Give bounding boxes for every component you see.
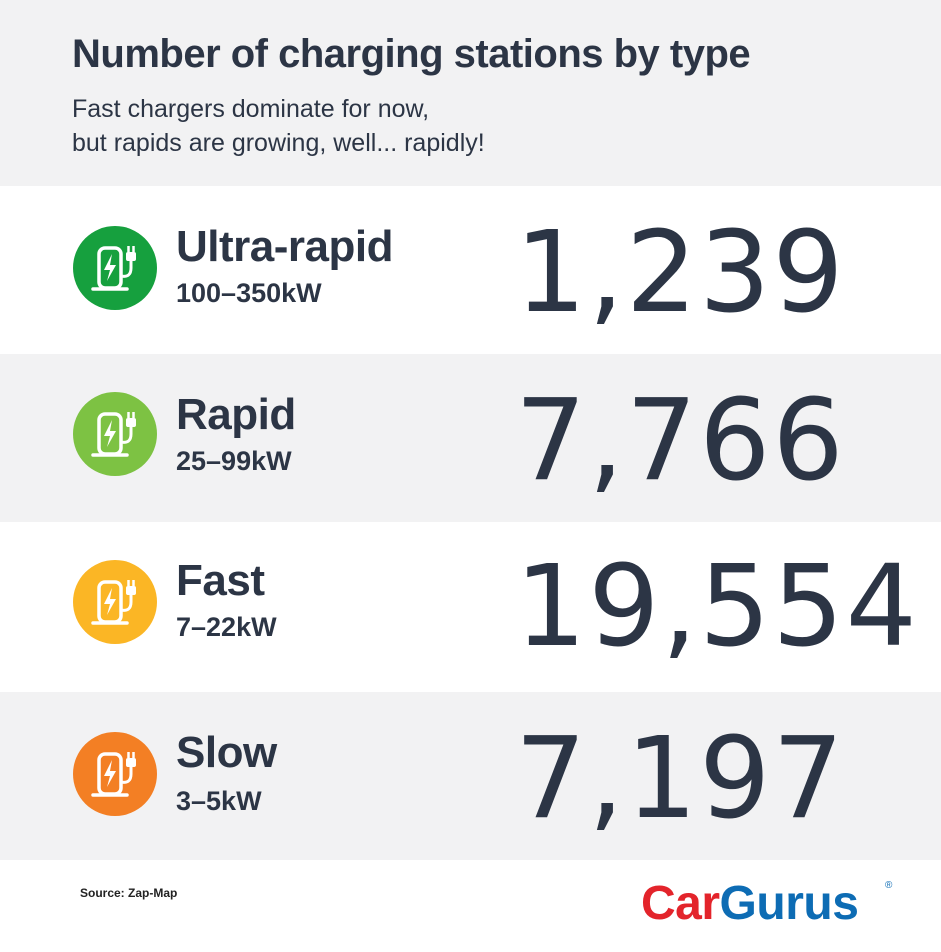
type-power: 25–99kW	[176, 446, 292, 476]
type-name: Ultra-rapid	[176, 222, 393, 271]
row-fast: Fast 7–22kW 19,554	[0, 522, 941, 690]
type-power: 3–5kW	[176, 786, 262, 816]
logo-gurus-text: Gurus	[719, 877, 859, 930]
charger-cable	[119, 764, 133, 784]
charger-plug	[126, 252, 136, 261]
logo-wordmark: CarGurus	[641, 876, 859, 931]
type-name: Fast	[176, 556, 265, 605]
bolt-shape	[104, 760, 116, 787]
ev-charger-icon	[73, 732, 157, 816]
chart-title: Number of charging stations by type	[72, 32, 751, 76]
charger-cable	[119, 592, 133, 612]
bolt-shape	[104, 420, 116, 447]
charger-plug	[126, 586, 136, 595]
count-value: 1,239	[515, 208, 846, 338]
ev-charger-icon	[73, 392, 157, 476]
charger-plug	[126, 758, 136, 767]
ev-charger-icon	[73, 560, 157, 644]
logo-car-text: Car	[641, 877, 720, 930]
type-name: Slow	[176, 728, 277, 777]
header-band: Number of charging stations by type Fast…	[0, 0, 941, 186]
count-value: 7,766	[515, 376, 846, 506]
bolt-shape	[104, 588, 116, 615]
chart-subtitle: Fast chargers dominate for now, but rapi…	[72, 92, 485, 160]
cargurus-logo: CarGurus ®	[641, 876, 893, 936]
source-note: Source: Zap-Map	[80, 886, 178, 900]
ev-charger-icon	[73, 226, 157, 310]
subtitle-line-2: but rapids are growing, well... rapidly!	[72, 129, 485, 157]
row-rapid: Rapid 25–99kW 7,766	[0, 354, 941, 522]
type-power: 100–350kW	[176, 278, 322, 308]
charger-plug	[126, 418, 136, 427]
row-ultra-rapid: Ultra-rapid 100–350kW 1,239	[0, 186, 941, 354]
count-value: 7,197	[515, 714, 846, 844]
type-power: 7–22kW	[176, 612, 277, 642]
count-value: 19,554	[515, 542, 919, 672]
type-name: Rapid	[176, 390, 296, 439]
charger-cable	[119, 258, 133, 278]
registered-mark: ®	[885, 880, 893, 891]
subtitle-line-1: Fast chargers dominate for now,	[72, 95, 430, 123]
charger-cable	[119, 424, 133, 444]
bolt-shape	[104, 254, 116, 281]
row-slow: Slow 3–5kW 7,197	[0, 692, 941, 860]
